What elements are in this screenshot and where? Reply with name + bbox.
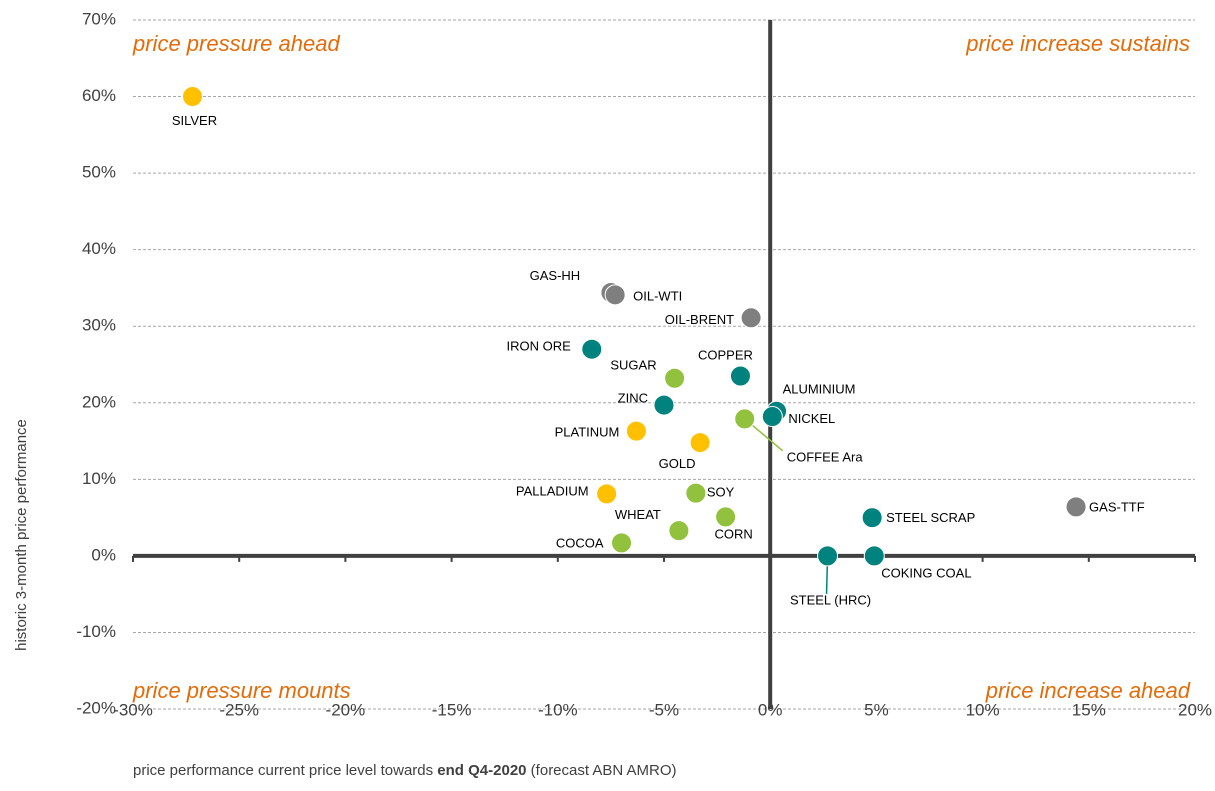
point-label: SILVER <box>172 113 217 128</box>
point-label: STEEL SCRAP <box>886 510 975 525</box>
point <box>685 482 707 504</box>
quadrant-label: price increase ahead <box>985 678 1191 703</box>
x-axis-title-part: end Q4-2020 <box>437 762 526 779</box>
point <box>611 532 633 554</box>
quadrant-label: price increase sustains <box>965 31 1190 56</box>
point <box>689 432 711 454</box>
point <box>1065 496 1087 518</box>
y-tick-label: 70% <box>82 9 116 28</box>
point-label: SUGAR <box>610 358 656 373</box>
x-tick-label: -10% <box>538 700 578 719</box>
point <box>734 408 756 430</box>
point-label: GOLD <box>659 456 696 471</box>
point <box>181 86 203 108</box>
y-tick-label: 40% <box>82 239 116 258</box>
point-label: ALUMINIUM <box>783 382 856 397</box>
y-tick-label: -10% <box>76 622 116 641</box>
point <box>604 284 626 306</box>
x-axis-title-part: (forecast ABN AMRO) <box>527 762 677 779</box>
y-tick-label: -20% <box>76 698 116 717</box>
point <box>863 545 885 567</box>
point-label: ZINC <box>618 391 648 406</box>
point <box>861 507 883 529</box>
point-label: PALLADIUM <box>516 483 589 498</box>
x-axis-title: price performance current price level to… <box>133 762 677 779</box>
y-tick-label: 30% <box>82 316 116 335</box>
point-label: PLATINUM <box>555 425 620 440</box>
point-label: STEEL (HRC) <box>790 592 871 607</box>
x-tick-label: 20% <box>1178 700 1212 719</box>
point-label: SOY <box>707 485 735 500</box>
y-tick-label: 20% <box>82 392 116 411</box>
point-label: GAS-TTF <box>1089 499 1145 514</box>
point-label: NICKEL <box>788 411 835 426</box>
y-tick-label: 10% <box>82 469 116 488</box>
point-label: OIL-WTI <box>633 288 682 303</box>
point-label: COKING COAL <box>881 565 971 580</box>
quadrant-label: price pressure mounts <box>132 678 351 703</box>
point <box>668 520 690 542</box>
point <box>729 365 751 387</box>
y-tick-label: 50% <box>82 163 116 182</box>
point <box>817 545 839 567</box>
y-tick-label: 0% <box>91 545 116 564</box>
x-axis-title-part: price performance current price level to… <box>133 762 437 779</box>
y-axis-title: historic 3-month price performance <box>13 419 30 651</box>
point-label: COPPER <box>698 347 753 362</box>
point <box>625 420 647 442</box>
x-tick-label: 5% <box>864 700 889 719</box>
quadrant-label: price pressure ahead <box>132 31 340 56</box>
point-label: COCOA <box>556 535 604 550</box>
x-tick-label: -25% <box>219 700 259 719</box>
point <box>581 338 603 360</box>
point-label: COFFEE Ara <box>787 449 864 464</box>
x-tick-label: 10% <box>966 700 1000 719</box>
x-tick-label: -15% <box>432 700 472 719</box>
point-label: OIL-BRENT <box>665 312 734 327</box>
point <box>740 307 762 329</box>
point <box>761 406 783 428</box>
x-tick-label: 15% <box>1072 700 1106 719</box>
point <box>596 483 618 505</box>
x-tick-label: -20% <box>326 700 366 719</box>
point-label: IRON ORE <box>506 339 571 354</box>
point-label: CORN <box>714 526 752 541</box>
y-tick-label: 60% <box>82 86 116 105</box>
point <box>715 506 737 528</box>
point <box>664 367 686 389</box>
point-label: GAS-HH <box>530 268 581 283</box>
x-tick-label: -5% <box>649 700 679 719</box>
point <box>653 394 675 416</box>
point-label: WHEAT <box>615 507 661 522</box>
x-tick-label: -30% <box>113 700 153 719</box>
x-tick-label: 0% <box>758 700 783 719</box>
